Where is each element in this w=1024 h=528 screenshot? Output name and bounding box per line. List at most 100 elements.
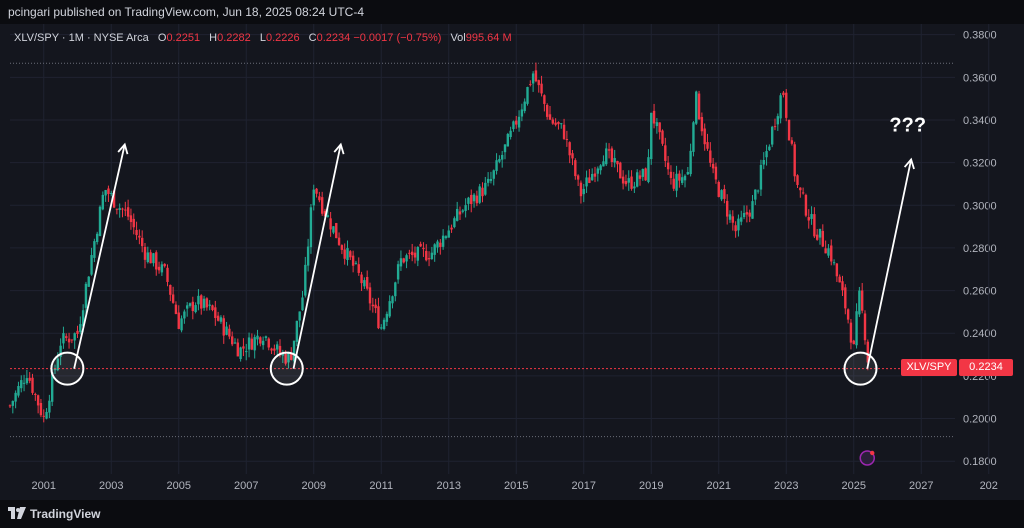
legend-close-label: C <box>308 32 317 44</box>
x-tick-label: 2015 <box>504 480 528 492</box>
candle-body <box>723 189 726 199</box>
candle-body <box>675 173 678 191</box>
candle-body <box>346 248 349 261</box>
candle-body <box>543 95 546 104</box>
candle-body <box>855 311 858 346</box>
highlight-circle <box>50 351 85 386</box>
candle-body <box>28 377 31 381</box>
candle-body <box>759 165 763 190</box>
candle-body <box>672 178 675 189</box>
candle-body <box>529 84 532 86</box>
candle-body <box>655 122 659 127</box>
candle-body <box>773 126 777 128</box>
candle-body <box>776 116 780 125</box>
candle-body <box>304 264 307 296</box>
candle-body <box>512 121 515 130</box>
candle-body <box>844 287 847 309</box>
candle-body <box>728 214 732 220</box>
tradingview-logo-icon[interactable] <box>8 507 26 519</box>
candle-body <box>832 262 836 264</box>
candle-body <box>388 301 391 317</box>
legend-symbol[interactable]: XLV/SPY · 1M · NYSE Arca <box>14 32 149 44</box>
candle-body <box>323 210 327 217</box>
candle-body <box>495 160 498 171</box>
legend-high-value: 0.2282 <box>217 32 251 44</box>
price-chart[interactable]: 0.18000.20000.22000.24000.26000.28000.30… <box>0 24 1024 500</box>
candle-body <box>815 234 819 240</box>
publish-line: pcingari published on TradingView.com, J… <box>8 5 364 19</box>
candle-body <box>801 192 805 194</box>
candle-body <box>368 287 372 304</box>
candle-body <box>824 248 827 254</box>
tradingview-brand[interactable]: TradingView <box>30 507 101 521</box>
x-tick-label: 2021 <box>707 480 731 492</box>
y-tick-label: 0.3000 <box>963 200 997 212</box>
candle-body <box>475 195 479 204</box>
candle-body <box>152 253 155 264</box>
candle-body <box>205 298 209 308</box>
candle-body <box>264 336 268 338</box>
candle-body <box>650 112 653 160</box>
candle-body <box>315 188 318 194</box>
candle-body <box>354 262 358 264</box>
x-tick-label: 2019 <box>639 480 663 492</box>
candle-body <box>630 176 633 189</box>
y-tick-label: 0.3800 <box>963 30 997 42</box>
candle-body <box>562 124 566 139</box>
candle-body <box>374 304 377 309</box>
candle-body <box>703 128 706 145</box>
candle-body <box>419 243 422 247</box>
x-tick-label: 2005 <box>167 480 191 492</box>
candle-body <box>287 353 290 363</box>
chart-frame[interactable]: 0.1800 0.2000 0.2200 0.2400 0.2600 0.2800 0.30… <box>0 24 1024 500</box>
candle-body <box>177 312 180 329</box>
last-price-tag: 0.2234 <box>959 359 1013 376</box>
x-tick-label: 2017 <box>572 480 596 492</box>
legend-volume-label: Vol <box>450 32 466 44</box>
candle-body <box>427 258 431 260</box>
candle-body <box>436 241 439 248</box>
candle-body <box>8 405 12 407</box>
candle-body <box>230 336 234 345</box>
candle-body <box>326 215 330 217</box>
candle-body <box>135 229 138 236</box>
candle-body <box>25 378 29 384</box>
candle-body <box>309 207 313 248</box>
candle-body <box>36 395 40 406</box>
candle-body <box>706 142 709 149</box>
candle-body <box>253 337 256 351</box>
candle-body <box>143 246 147 260</box>
candle-body <box>34 393 37 395</box>
candle-body <box>807 217 810 221</box>
candle-body <box>731 216 735 223</box>
candle-body <box>219 317 223 322</box>
candle-body <box>804 194 808 216</box>
candle-body <box>50 372 54 402</box>
candle-body <box>394 282 397 297</box>
x-tick-label: 2025 <box>842 480 866 492</box>
candle-body <box>76 330 79 334</box>
candle-body <box>683 175 687 181</box>
candle-body <box>748 212 751 217</box>
x-tick-label: 2013 <box>437 480 461 492</box>
candle-body <box>430 252 434 260</box>
candle-body <box>492 170 495 179</box>
legend-low-label: L <box>259 32 266 44</box>
y-tick-label: 0.2000 <box>963 414 997 426</box>
candle-body <box>298 311 301 321</box>
arrow-head <box>117 142 129 155</box>
candle-body <box>714 166 718 180</box>
candle-body <box>335 223 338 239</box>
candle-body <box>486 178 490 183</box>
candle-body <box>278 345 282 356</box>
candle-body <box>720 190 723 200</box>
candle-body <box>613 158 616 163</box>
trend-arrow <box>73 144 126 369</box>
candle-body <box>517 116 521 128</box>
candle-body <box>534 70 538 82</box>
candle-body <box>115 208 119 210</box>
candle-body <box>785 92 788 118</box>
candle-body <box>363 280 366 287</box>
candle-body <box>357 264 360 273</box>
candle-body <box>602 161 605 167</box>
